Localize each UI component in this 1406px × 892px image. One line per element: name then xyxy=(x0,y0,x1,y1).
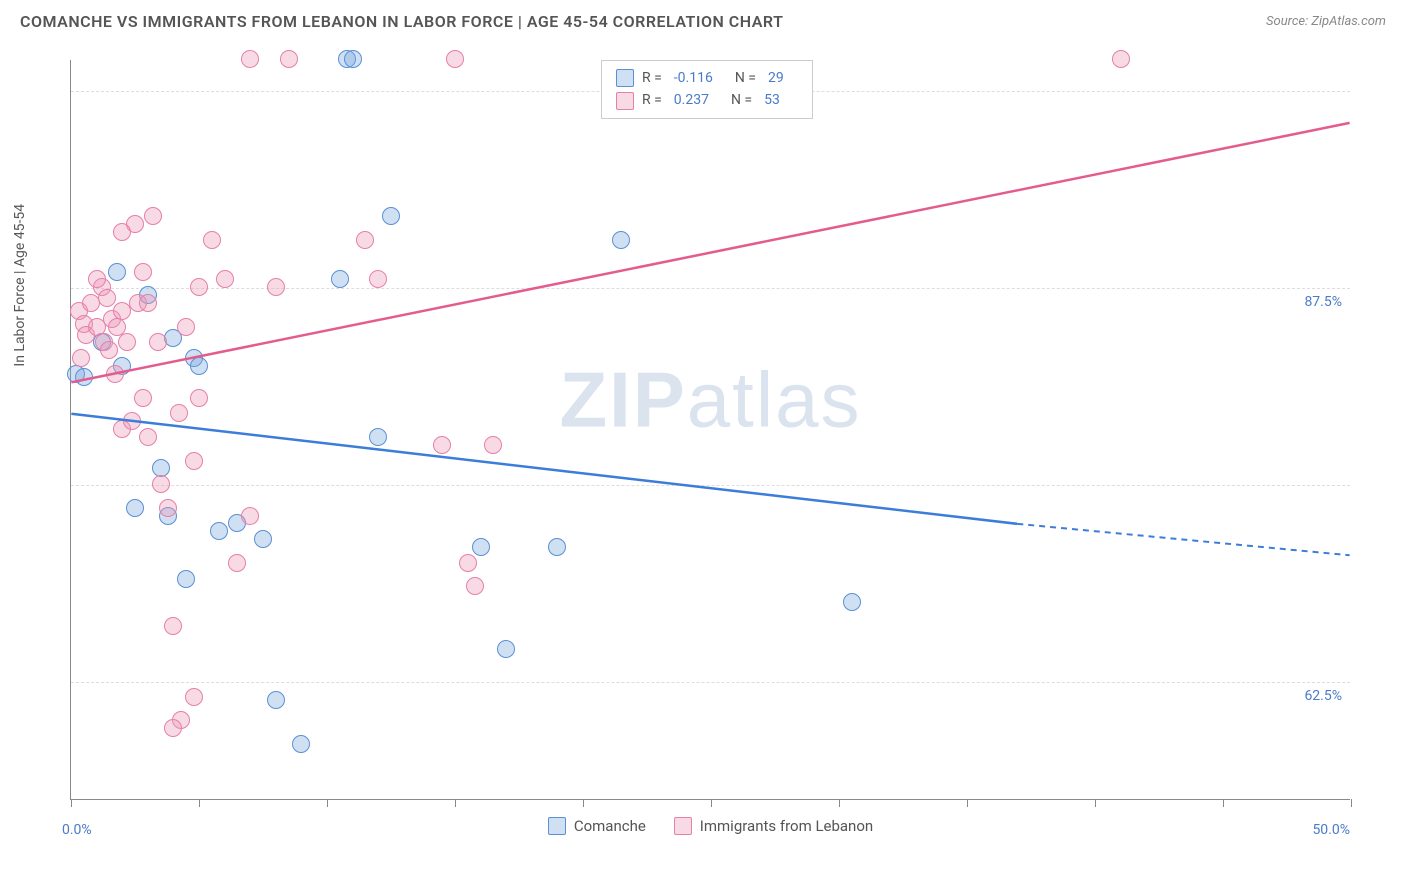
plot-area: ZIPatlas 62.5%87.5% R = -0.116 N = 29 R … xyxy=(70,60,1350,800)
x-tick xyxy=(967,799,968,807)
bottom-legend: Comanche Immigrants from Lebanon xyxy=(71,817,1350,835)
x-tick xyxy=(327,799,328,807)
chart-container: In Labor Force | Age 45-54 ZIPatlas 62.5… xyxy=(50,50,1370,830)
x-tick xyxy=(1351,799,1352,807)
x-axis-label-min: 0.0% xyxy=(62,822,92,838)
swatch-comanche xyxy=(616,69,634,87)
source-attribution: Source: ZipAtlas.com xyxy=(1266,14,1386,29)
x-tick xyxy=(583,799,584,807)
legend-row-comanche: R = -0.116 N = 29 xyxy=(616,67,798,89)
header: COMANCHE VS IMMIGRANTS FROM LEBANON IN L… xyxy=(0,0,1406,39)
x-tick xyxy=(839,799,840,807)
x-tick xyxy=(71,799,72,807)
x-tick xyxy=(1223,799,1224,807)
trend-lines xyxy=(71,60,1350,799)
x-tick xyxy=(1095,799,1096,807)
swatch-lebanon xyxy=(616,92,634,110)
y-axis-title: In Labor Force | Age 45-54 xyxy=(12,204,28,367)
chart-title: COMANCHE VS IMMIGRANTS FROM LEBANON IN L… xyxy=(20,12,783,31)
x-tick xyxy=(455,799,456,807)
x-tick xyxy=(199,799,200,807)
legend-item-comanche: Comanche xyxy=(548,817,646,835)
x-axis-label-max: 50.0% xyxy=(1312,822,1350,838)
swatch-lebanon-bottom xyxy=(674,817,692,835)
swatch-comanche-bottom xyxy=(548,817,566,835)
legend-row-lebanon: R = 0.237 N = 53 xyxy=(616,89,798,111)
x-tick xyxy=(711,799,712,807)
stats-legend: R = -0.116 N = 29 R = 0.237 N = 53 xyxy=(601,60,813,119)
legend-item-lebanon: Immigrants from Lebanon xyxy=(674,817,873,835)
